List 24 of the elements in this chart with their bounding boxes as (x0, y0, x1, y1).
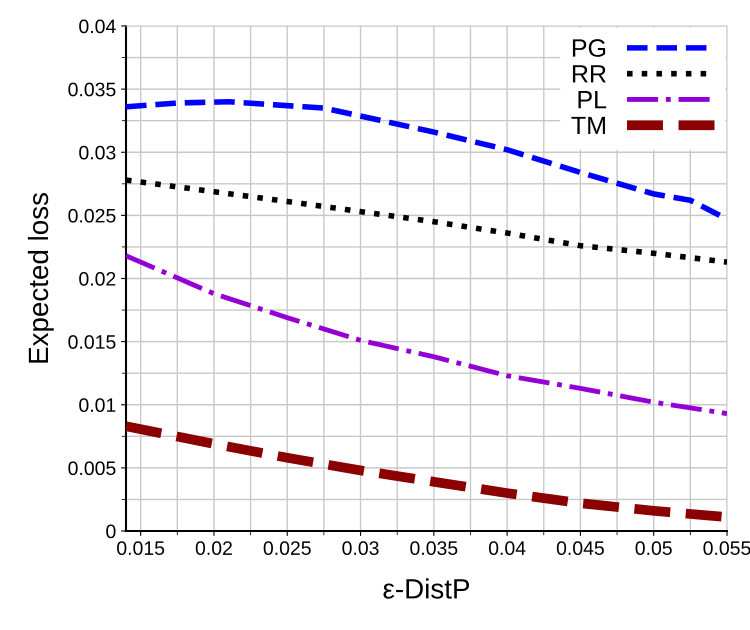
line-series (126, 253, 727, 416)
x-tick-label: 0.02 (196, 541, 232, 556)
x-tick-label: 0.03 (342, 541, 379, 556)
y-tick-label: 0.01 (79, 398, 116, 412)
y-axis-title: Expected loss (28, 193, 54, 363)
x-tick-label: 0.04 (488, 541, 526, 556)
y-tick-label: 0.005 (68, 461, 116, 476)
x-axis-title: ε-DistP (383, 578, 470, 599)
y-tick-label: 0.03 (79, 146, 116, 160)
legend-label: RR (572, 65, 606, 82)
y-tick-label: 0 (106, 524, 116, 538)
y-tick-label: 0.04 (79, 19, 116, 34)
x-tick-label: 0.025 (264, 541, 311, 556)
x-tick-label: 0.035 (410, 541, 458, 556)
y-tick-label: 0.025 (68, 208, 116, 223)
legend-label: TM (571, 116, 605, 134)
x-tick-label: 0.05 (636, 541, 672, 556)
legend-label: PL (578, 91, 606, 108)
y-tick-label: 0.015 (68, 335, 116, 349)
legend-label: PG (572, 39, 606, 57)
x-tick-label: 0.045 (556, 541, 604, 556)
x-tick-label: 0.015 (117, 541, 164, 556)
y-tick-label: 0.035 (68, 82, 116, 96)
y-tick-label: 0.02 (79, 272, 116, 286)
